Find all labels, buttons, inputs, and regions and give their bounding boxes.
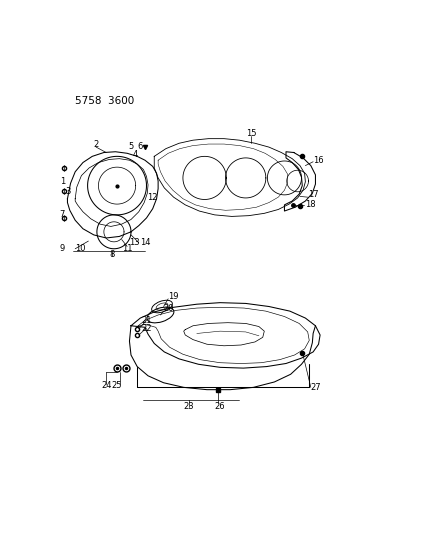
Text: 19: 19	[168, 292, 179, 301]
Text: 23: 23	[184, 402, 194, 411]
Text: 27: 27	[311, 383, 321, 392]
Text: 21: 21	[142, 316, 152, 325]
Text: 11: 11	[122, 244, 132, 253]
Text: 3: 3	[65, 187, 71, 196]
Text: 18: 18	[305, 200, 316, 209]
Text: 15: 15	[246, 129, 256, 138]
Text: 6: 6	[138, 142, 143, 151]
Text: 7: 7	[60, 209, 65, 219]
Text: 9: 9	[60, 244, 65, 253]
Text: 2: 2	[93, 140, 99, 149]
Text: 16: 16	[313, 156, 324, 165]
Text: 12: 12	[148, 192, 158, 201]
Text: 4: 4	[132, 150, 137, 159]
Text: 5: 5	[128, 142, 134, 151]
Text: 22: 22	[142, 324, 152, 333]
Text: 13: 13	[130, 238, 140, 247]
Text: 8: 8	[109, 251, 114, 260]
Text: 26: 26	[215, 402, 226, 411]
Text: 1: 1	[60, 176, 65, 185]
Text: 17: 17	[308, 190, 318, 199]
Text: 25: 25	[112, 381, 122, 390]
Text: 14: 14	[140, 238, 150, 247]
Text: 24: 24	[101, 381, 111, 390]
Text: 10: 10	[75, 244, 86, 253]
Text: 5758  3600: 5758 3600	[75, 96, 134, 106]
Text: 20: 20	[163, 304, 174, 313]
